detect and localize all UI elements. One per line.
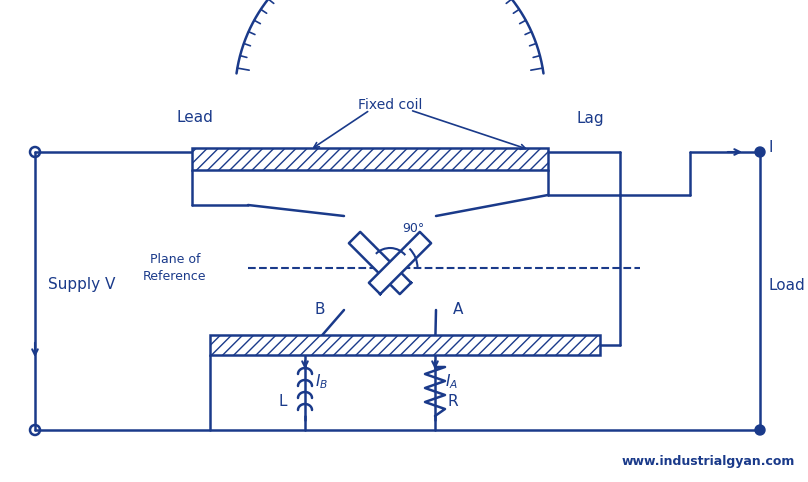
Text: L: L xyxy=(279,394,288,410)
Text: Fixed coil: Fixed coil xyxy=(358,98,423,112)
Text: $I_A$: $I_A$ xyxy=(445,373,458,391)
Circle shape xyxy=(755,147,765,157)
Circle shape xyxy=(755,425,765,435)
Text: Supply V: Supply V xyxy=(48,278,116,293)
Bar xyxy=(192,148,548,170)
Text: 90°: 90° xyxy=(402,222,424,235)
Bar xyxy=(192,148,548,170)
Text: Lag: Lag xyxy=(576,110,604,125)
Polygon shape xyxy=(349,232,411,294)
Text: I: I xyxy=(768,140,772,156)
Bar xyxy=(210,335,600,355)
Text: R: R xyxy=(448,394,458,410)
Text: A: A xyxy=(452,303,463,318)
Text: www.industrialgyan.com: www.industrialgyan.com xyxy=(621,455,795,469)
Polygon shape xyxy=(369,232,431,294)
Text: B: B xyxy=(315,303,326,318)
Bar xyxy=(210,335,600,355)
Text: Plane of
Reference: Plane of Reference xyxy=(143,253,207,283)
Text: Load: Load xyxy=(768,278,805,293)
Text: $I_B$: $I_B$ xyxy=(315,373,328,391)
Text: θ: θ xyxy=(364,248,372,262)
Text: Lead: Lead xyxy=(177,110,213,125)
